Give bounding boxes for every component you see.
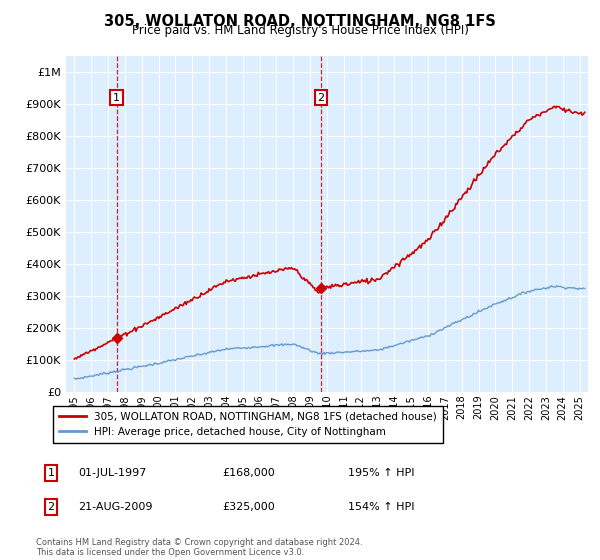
Text: £325,000: £325,000 <box>222 502 275 512</box>
Text: 21-AUG-2009: 21-AUG-2009 <box>78 502 152 512</box>
Text: 1: 1 <box>113 92 120 102</box>
Text: Price paid vs. HM Land Registry's House Price Index (HPI): Price paid vs. HM Land Registry's House … <box>131 24 469 37</box>
Text: 154% ↑ HPI: 154% ↑ HPI <box>348 502 415 512</box>
Text: 2: 2 <box>317 92 325 102</box>
Text: 305, WOLLATON ROAD, NOTTINGHAM, NG8 1FS: 305, WOLLATON ROAD, NOTTINGHAM, NG8 1FS <box>104 14 496 29</box>
Text: 01-JUL-1997: 01-JUL-1997 <box>78 468 146 478</box>
Text: 1: 1 <box>47 468 55 478</box>
Text: £168,000: £168,000 <box>222 468 275 478</box>
Text: Contains HM Land Registry data © Crown copyright and database right 2024.
This d: Contains HM Land Registry data © Crown c… <box>36 538 362 557</box>
Legend: 305, WOLLATON ROAD, NOTTINGHAM, NG8 1FS (detached house), HPI: Average price, de: 305, WOLLATON ROAD, NOTTINGHAM, NG8 1FS … <box>53 405 443 444</box>
Text: 2: 2 <box>47 502 55 512</box>
Text: 195% ↑ HPI: 195% ↑ HPI <box>348 468 415 478</box>
